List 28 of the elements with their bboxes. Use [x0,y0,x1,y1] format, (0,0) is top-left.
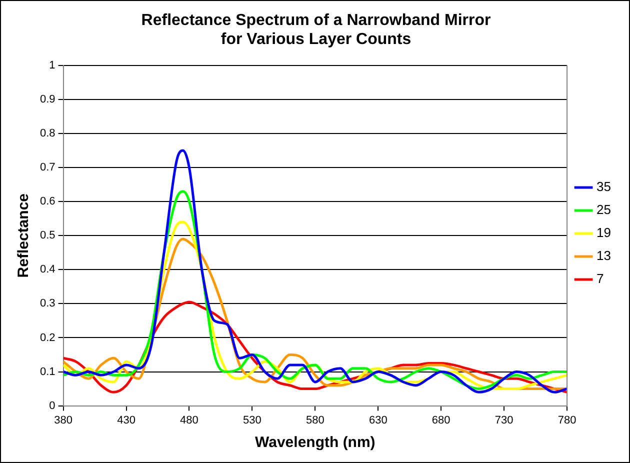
y-tick-label: 0 [49,400,56,412]
y-axis-title: Reflectance [15,193,32,278]
legend-label: 13 [596,248,612,264]
x-tick-label: 730 [494,414,514,426]
y-tick-label: 0.7 [40,162,56,174]
y-tick-label: 0.9 [40,93,56,106]
x-tick-label: 530 [243,414,262,426]
y-tick-label: 0.3 [40,298,56,310]
y-tick-label: 0.4 [40,264,56,276]
x-tick-label: 580 [306,414,324,426]
y-tick-label: 0.8 [40,128,56,140]
x-tick-label: 680 [432,414,450,426]
y-tick-label: 0.2 [40,332,56,344]
x-tick-label: 780 [558,414,576,426]
legend-label: 25 [596,202,612,218]
y-tick-label: 1 [49,59,56,72]
x-tick-label: 380 [54,414,72,426]
x-axis-title: Wavelength (nm) [255,434,376,452]
x-tick-label: 480 [180,414,198,426]
x-tick-label: 630 [368,414,388,426]
legend-label: 19 [596,225,612,240]
x-tick-label: 430 [117,414,136,426]
y-tick-label: 0.5 [40,230,56,242]
legend-label: 35 [596,179,612,194]
chart-title: Reflectance Spectrum of a Narrowband Mirror for Various Layer Counts [141,12,491,48]
y-tick-label: 0.1 [40,366,56,378]
y-tick-label: 0.6 [40,196,56,208]
legend-label: 7 [596,271,604,286]
